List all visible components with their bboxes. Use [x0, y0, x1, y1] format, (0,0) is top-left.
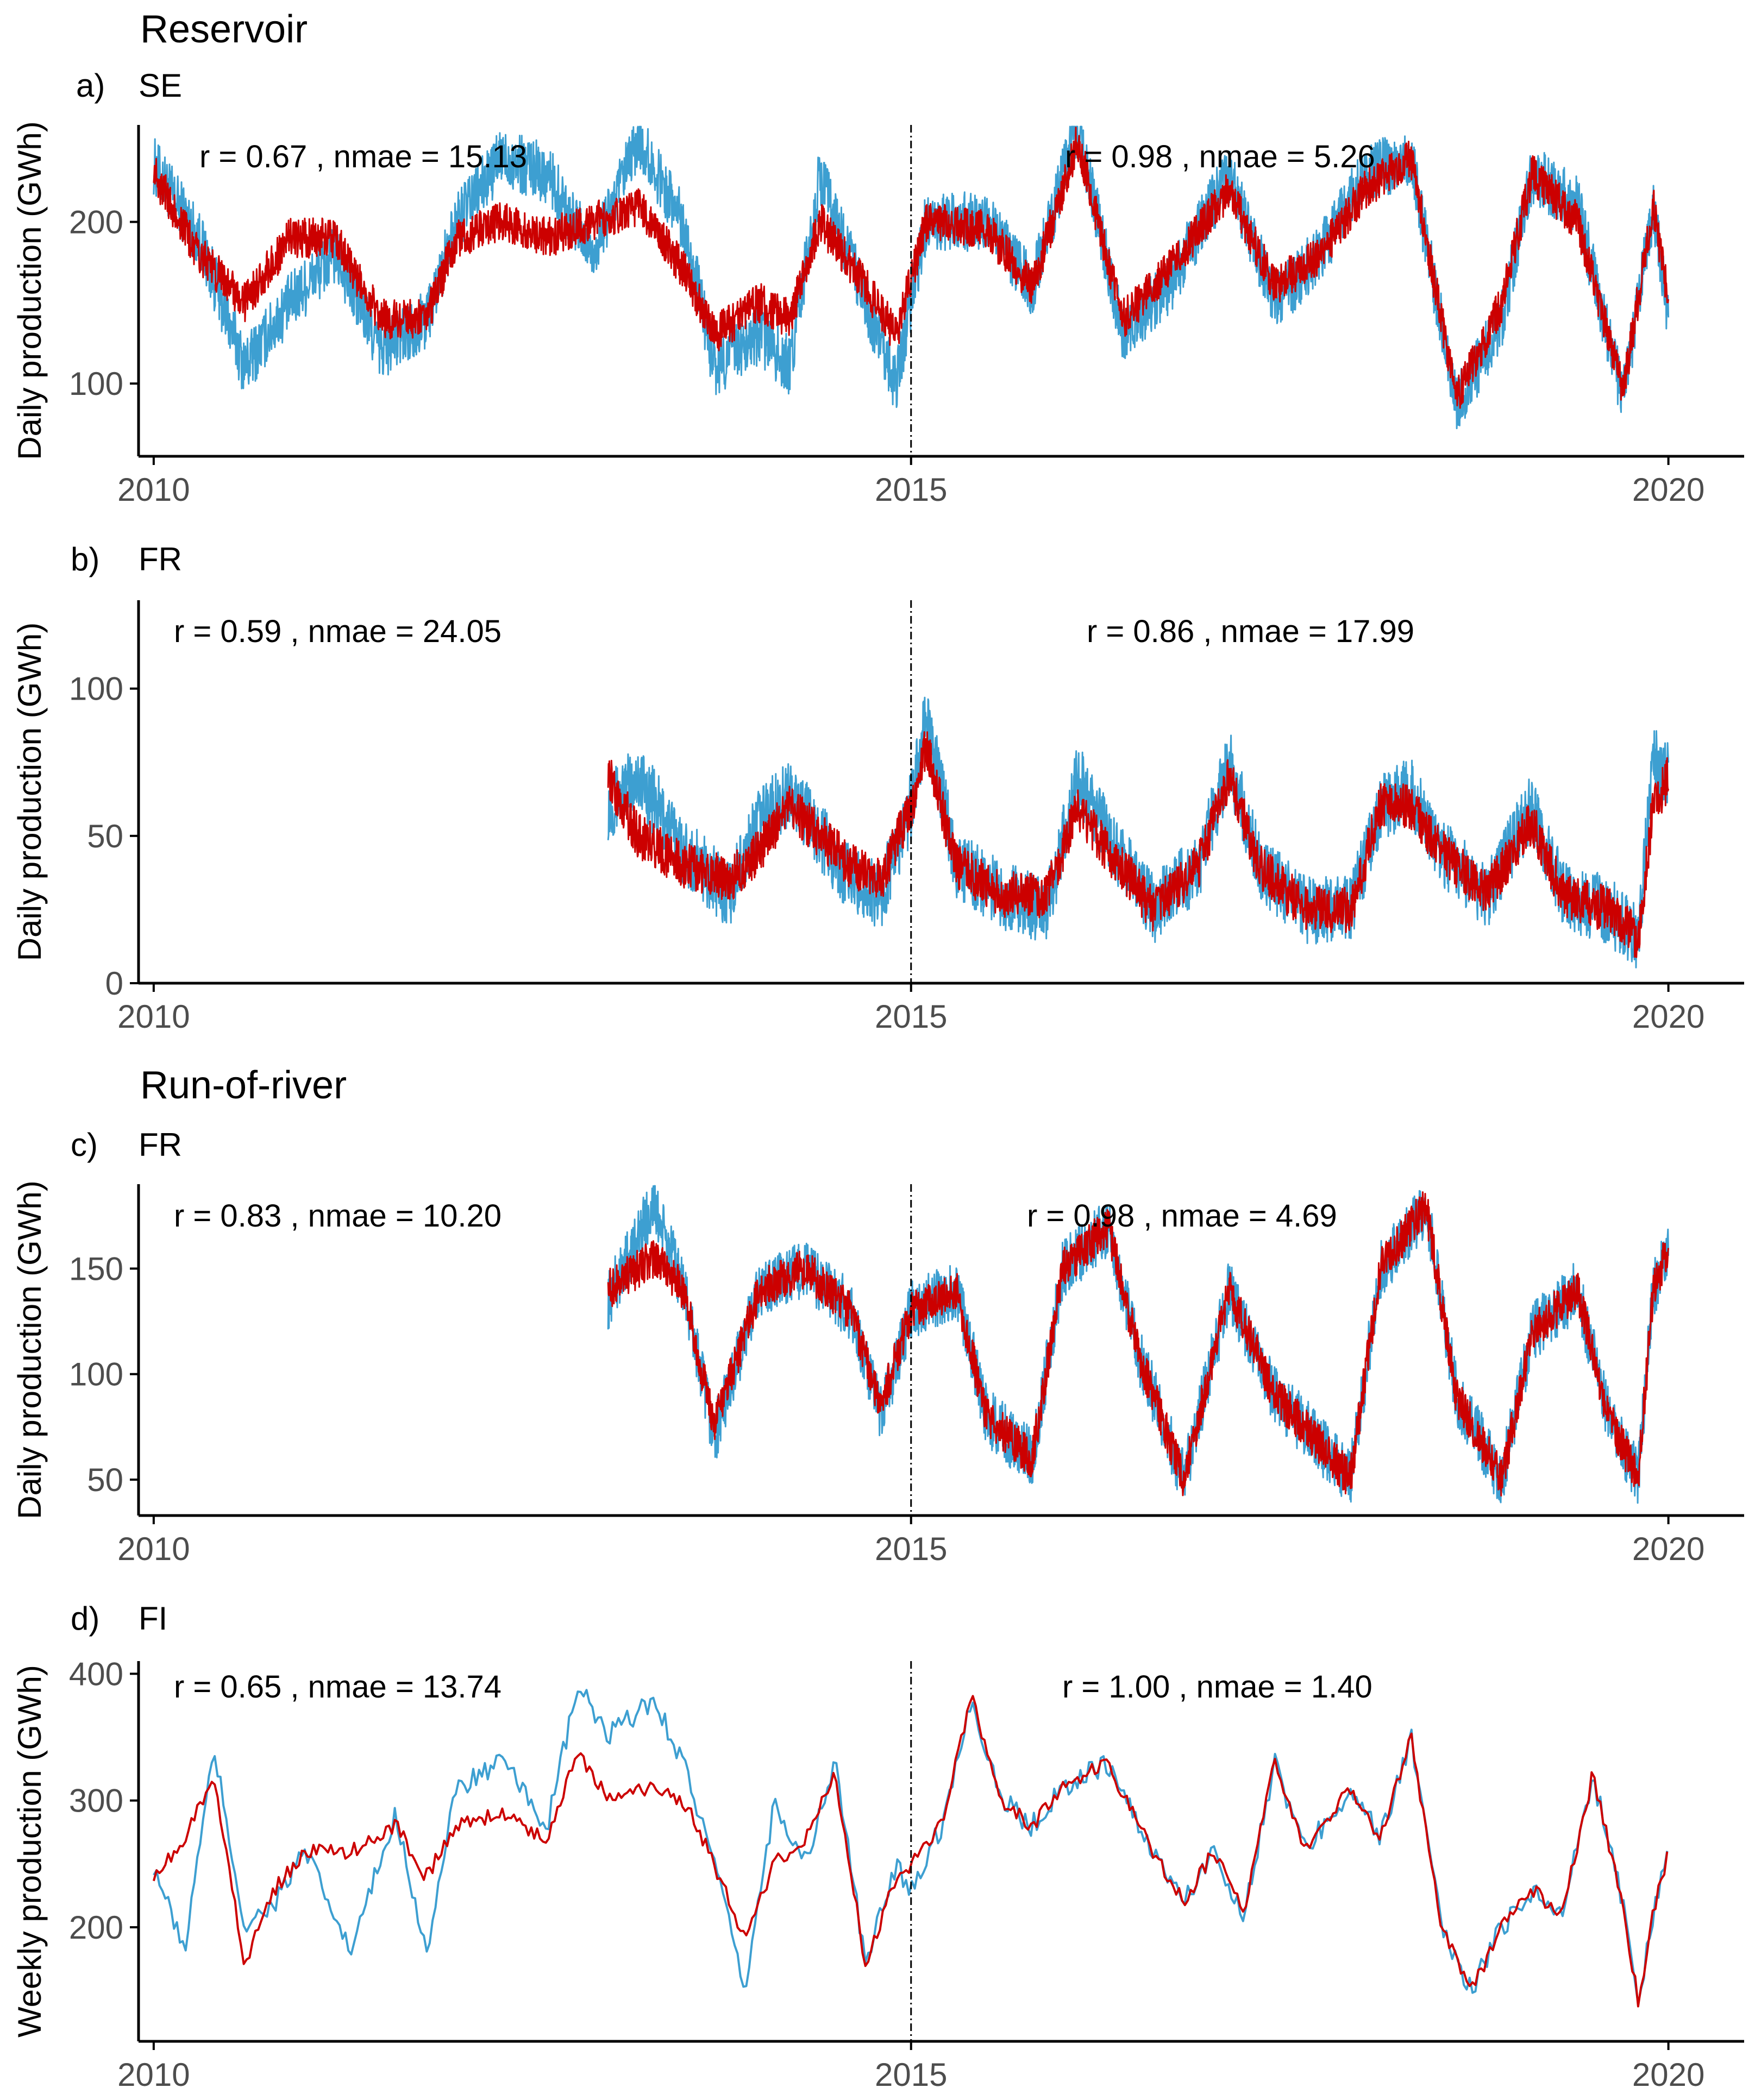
annotation-calibration: r = 0.65 , nmae = 13.74	[174, 1669, 502, 1705]
x-tick-label: 2020	[1632, 471, 1704, 508]
x-tick-label: 2010	[117, 1531, 190, 1567]
annotation-validation: r = 0.98 , nmae = 4.69	[1027, 1198, 1337, 1234]
annotation-validation: r = 0.98 , nmae = 5.26	[1065, 139, 1375, 174]
panel-region-label: FR	[139, 1127, 182, 1163]
x-tick-label: 2020	[1632, 998, 1704, 1035]
panel-letter: c)	[71, 1127, 98, 1163]
x-tick-label: 2010	[117, 2057, 190, 2093]
simulated-series-line	[607, 731, 1670, 958]
panel-c: c) FR 2010 2015 2020 50 100 150 Daily production…	[11, 1127, 1744, 1567]
annotation-calibration: r = 0.67 , nmae = 15.13	[199, 139, 527, 174]
x-tick-label: 2015	[875, 998, 947, 1035]
x-tick-label: 2015	[875, 471, 947, 508]
annotation-validation: r = 0.86 , nmae = 17.99	[1087, 614, 1414, 649]
y-tick-label: 200	[69, 204, 123, 241]
y-axis-label: Daily production (GWh)	[11, 121, 48, 460]
panel-letter: b)	[71, 541, 99, 577]
y-tick-label: 100	[69, 1356, 123, 1393]
annotation-calibration: r = 0.59 , nmae = 24.05	[174, 614, 502, 649]
y-tick-label: 400	[69, 1656, 123, 1692]
y-axis-label: Weekly production (GWh)	[11, 1665, 48, 2038]
y-tick-label: 50	[87, 818, 123, 854]
y-tick-label: 200	[69, 1909, 123, 1946]
simulated-series-line	[607, 1191, 1670, 1497]
panel-d: d) FI 2010 2015 2020 200 300 400 Weekly producti…	[11, 1600, 1744, 2093]
annotation-validation: r = 1.00 , nmae = 1.40	[1062, 1669, 1372, 1705]
x-tick-label: 2015	[875, 1531, 947, 1567]
y-tick-label: 0	[105, 965, 123, 1002]
y-tick-label: 100	[69, 366, 123, 402]
panel-a: a) SE 2010 2015 2020 100 200 Daily production (…	[11, 67, 1744, 508]
y-tick-label: 50	[87, 1462, 123, 1498]
y-axis-label: Daily production (GWh)	[11, 1180, 48, 1519]
section-title-reservoir: Reservoir	[140, 8, 308, 51]
panel-region-label: SE	[139, 67, 182, 104]
chart-panels: a) SE 2010 2015 2020 100 200 Daily production (…	[11, 67, 1744, 2093]
section-title-run-of-river: Run-of-river	[140, 1064, 347, 1107]
x-tick-label: 2020	[1632, 1531, 1704, 1567]
panel-region-label: FI	[139, 1600, 167, 1637]
y-axis-label: Daily production (GWh)	[11, 623, 48, 961]
y-tick-label: 300	[69, 1783, 123, 1819]
x-tick-label: 2010	[117, 998, 190, 1035]
panel-b: b) FR 2010 2015 2020 0 50 100 Daily production (…	[11, 541, 1744, 1035]
panel-letter: d)	[71, 1600, 99, 1637]
panel-letter: a)	[76, 67, 105, 104]
panel-region-label: FR	[139, 541, 182, 577]
y-tick-label: 150	[69, 1250, 123, 1287]
y-tick-label: 100	[69, 671, 123, 707]
annotation-calibration: r = 0.83 , nmae = 10.20	[174, 1198, 502, 1234]
x-tick-label: 2015	[875, 2057, 947, 2093]
x-tick-label: 2010	[117, 471, 190, 508]
x-tick-label: 2020	[1632, 2057, 1704, 2093]
